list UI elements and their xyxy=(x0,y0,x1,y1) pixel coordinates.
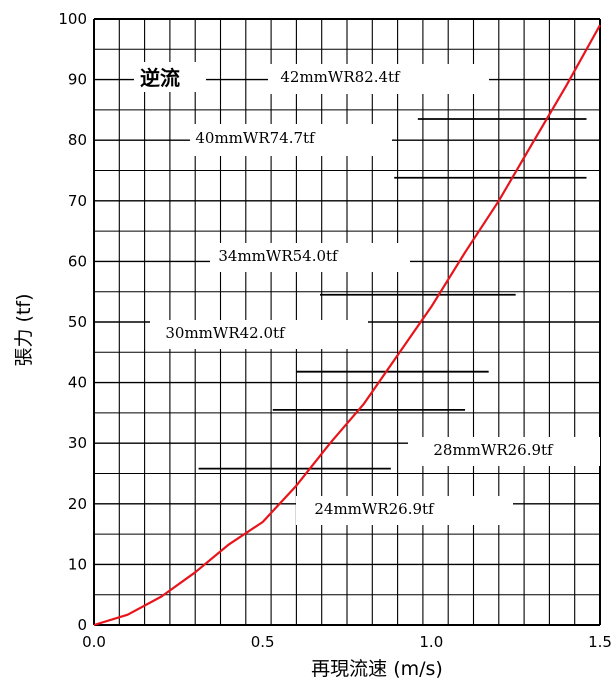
x-tick-label: 0.5 xyxy=(251,633,275,651)
reference-label: 42mmWR82.4tf xyxy=(280,68,401,86)
x-tick-label: 0.0 xyxy=(82,633,106,651)
corner-label-background xyxy=(134,62,206,92)
y-tick-label: 20 xyxy=(68,495,87,513)
y-tick-label: 90 xyxy=(68,71,87,89)
x-axis-title: 再現流速 (m/s) xyxy=(311,658,443,680)
reference-label: 40mmWR74.7tf xyxy=(195,129,316,147)
y-axis-title: 張力 (tf) xyxy=(13,293,35,366)
y-tick-label: 40 xyxy=(68,374,87,392)
corner-label: 逆流 xyxy=(140,66,180,90)
reference-label: 28mmWR26.9tf xyxy=(433,441,554,459)
y-tick-label: 10 xyxy=(68,555,87,573)
reference-label: 30mmWR42.0tf xyxy=(165,324,286,342)
series-line xyxy=(93,24,601,627)
y-tick-label: 100 xyxy=(58,10,87,28)
reference-label-background xyxy=(190,124,392,156)
reference-label-background xyxy=(268,64,489,94)
reference-label-background xyxy=(150,320,368,349)
tension-curve xyxy=(93,24,601,627)
reference-label-background xyxy=(408,437,600,466)
reference-label: 24mmWR26.9tf xyxy=(314,500,435,518)
reference-label-background xyxy=(296,496,513,525)
y-tick-label: 50 xyxy=(68,313,87,331)
y-tick-label: 80 xyxy=(68,131,87,149)
reference-lines xyxy=(198,118,587,470)
y-tick-label: 70 xyxy=(68,192,87,210)
y-tick-label: 60 xyxy=(68,252,87,270)
reference-label: 34mmWR54.0tf xyxy=(218,247,339,265)
y-tick-label: 0 xyxy=(77,616,87,634)
reference-label-background xyxy=(210,243,410,272)
reference-labels: 42mmWR82.4tf 40mmWR74.7tf 34mmWR54.0tf 30mm… xyxy=(150,64,600,525)
x-tick-label: 1.0 xyxy=(419,633,443,651)
tick-labels: 0 10 20 30 40 50 60 70 80 90 100 0.0 0.5 1.0 1.5 xyxy=(58,10,612,651)
x-tick-label: 1.5 xyxy=(588,633,612,651)
y-tick-label: 30 xyxy=(68,434,87,452)
